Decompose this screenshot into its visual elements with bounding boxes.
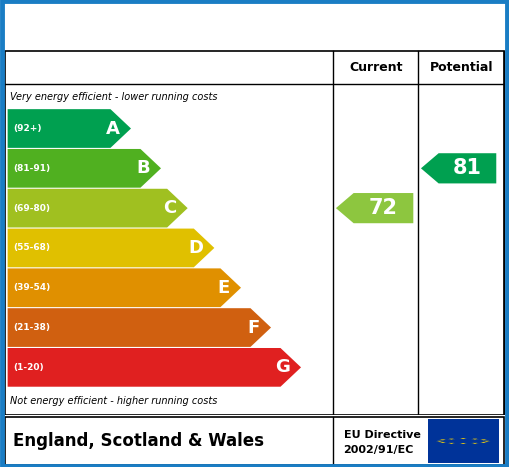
Polygon shape bbox=[8, 109, 131, 148]
Text: (1-20): (1-20) bbox=[14, 363, 44, 372]
Text: B: B bbox=[136, 159, 150, 177]
Polygon shape bbox=[8, 228, 214, 267]
Polygon shape bbox=[479, 439, 488, 440]
Polygon shape bbox=[447, 443, 456, 444]
Text: (81-91): (81-91) bbox=[14, 164, 51, 173]
Polygon shape bbox=[336, 193, 413, 223]
Text: 2002/91/EC: 2002/91/EC bbox=[344, 446, 414, 455]
Text: F: F bbox=[247, 318, 260, 337]
Text: Very energy efficient - lower running costs: Very energy efficient - lower running co… bbox=[10, 92, 218, 102]
Text: 81: 81 bbox=[453, 158, 482, 178]
Polygon shape bbox=[459, 443, 467, 444]
Text: C: C bbox=[163, 199, 177, 217]
Polygon shape bbox=[8, 348, 301, 387]
Bar bbox=[428, 419, 499, 463]
Polygon shape bbox=[8, 308, 271, 347]
Text: (69-80): (69-80) bbox=[14, 204, 51, 212]
Polygon shape bbox=[8, 149, 161, 188]
Text: Energy Efficiency Rating: Energy Efficiency Rating bbox=[10, 13, 336, 37]
Text: Potential: Potential bbox=[430, 61, 493, 74]
Text: (21-38): (21-38) bbox=[14, 323, 51, 332]
Text: England, Scotland & Wales: England, Scotland & Wales bbox=[13, 432, 264, 450]
Text: (92+): (92+) bbox=[14, 124, 42, 133]
Text: Not energy efficient - higher running costs: Not energy efficient - higher running co… bbox=[10, 396, 217, 406]
Text: Current: Current bbox=[349, 61, 403, 74]
Polygon shape bbox=[421, 153, 496, 184]
Text: G: G bbox=[275, 358, 290, 376]
Polygon shape bbox=[439, 439, 447, 440]
Polygon shape bbox=[479, 442, 488, 443]
Text: D: D bbox=[188, 239, 203, 257]
Text: 72: 72 bbox=[369, 198, 398, 218]
Polygon shape bbox=[439, 442, 447, 443]
Text: (55-68): (55-68) bbox=[14, 243, 51, 253]
Text: EU Directive: EU Directive bbox=[344, 430, 420, 440]
Polygon shape bbox=[8, 269, 241, 307]
Text: (39-54): (39-54) bbox=[14, 283, 51, 292]
Text: A: A bbox=[106, 120, 120, 137]
Polygon shape bbox=[8, 189, 188, 227]
Text: E: E bbox=[217, 279, 230, 297]
Polygon shape bbox=[471, 443, 479, 444]
